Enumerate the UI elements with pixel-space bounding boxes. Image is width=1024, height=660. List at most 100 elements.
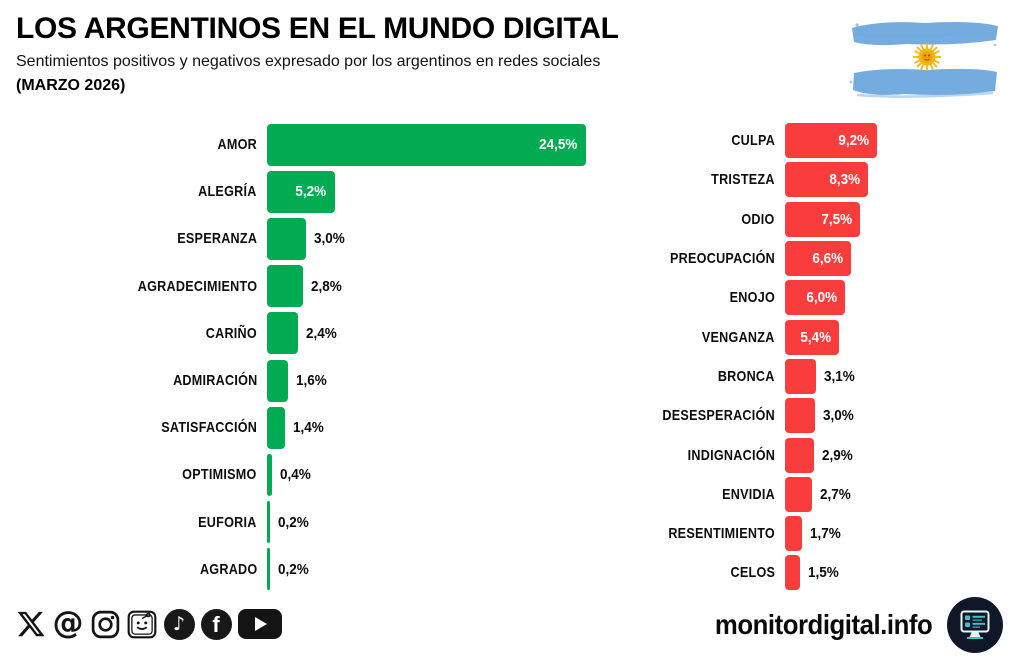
bar-row: BRONCA 3,1% xyxy=(620,357,1014,396)
bar-area: 2,7% xyxy=(785,475,1014,514)
header: LOS ARGENTINOS EN EL MUNDO DIGITAL Senti… xyxy=(16,12,826,95)
value-label: 5,4% xyxy=(800,328,831,346)
bar-area: 1,7% xyxy=(785,514,1014,553)
bar-area: 1,5% xyxy=(785,553,1014,592)
category-label: SATISFACCIÓN xyxy=(161,419,257,437)
bar-area: 24,5% xyxy=(267,121,614,168)
bar-row: SATISFACCIÓN 1,4% xyxy=(14,404,614,451)
bar-row: AGRADO 0,2% xyxy=(14,546,614,593)
category-label: INDIGNACIÓN xyxy=(687,446,775,464)
bar-row: ESPERANZA 3,0% xyxy=(14,215,614,262)
category-label: OPTIMISMO xyxy=(182,466,257,484)
value-label: 6,0% xyxy=(806,289,837,307)
category-label: ENOJO xyxy=(729,289,775,307)
value-label: 6,6% xyxy=(812,250,843,268)
bar xyxy=(267,501,270,544)
chart-positive-sentiments: AMOR 24,5% ALEGRÍA 5,2% ESPERANZA 3,0% AGRADEC… xyxy=(14,121,614,593)
value-label: 0,2% xyxy=(277,513,309,531)
category-label: BRONCA xyxy=(718,367,775,385)
bar-row: CULPA 9,2% xyxy=(620,121,1014,160)
reddit-icon xyxy=(125,606,159,642)
brand-name: monitordigital.info xyxy=(714,609,933,640)
bar: 7,5% xyxy=(785,201,860,237)
bar: 5,4% xyxy=(785,319,839,355)
value-label: 2,4% xyxy=(306,324,337,342)
bar-area: 3,0% xyxy=(785,396,1014,435)
bar-row: ENVIDIA 2,7% xyxy=(620,475,1014,514)
play-triangle-icon xyxy=(255,617,267,631)
bar xyxy=(267,406,286,449)
bar-area: 8,3% xyxy=(785,160,1014,199)
value-label: 3,0% xyxy=(823,407,854,425)
value-label: 1,5% xyxy=(808,564,839,582)
bar xyxy=(785,476,812,512)
category-label: ESPERANZA xyxy=(177,230,257,248)
bar: 6,6% xyxy=(785,241,851,277)
x-icon xyxy=(14,606,48,642)
bar xyxy=(267,217,306,260)
youtube-icon xyxy=(236,606,284,642)
bar-row: ODIO 7,5% xyxy=(620,200,1014,239)
category-label: CARIÑO xyxy=(205,324,257,342)
bar-area: 0,4% xyxy=(267,451,614,498)
bar-area: 6,6% xyxy=(785,239,1014,278)
bar-row: ENOJO 6,0% xyxy=(620,278,1014,317)
bar-row: INDIGNACIÓN 2,9% xyxy=(620,435,1014,474)
bar-row: ADMIRACIÓN 1,6% xyxy=(14,357,614,404)
value-label: 3,0% xyxy=(314,230,345,248)
category-label: ALEGRÍA xyxy=(198,183,257,201)
bar xyxy=(267,312,299,355)
period-label: (MARZO 2026) xyxy=(16,76,126,94)
bar-area: 2,8% xyxy=(267,263,614,310)
category-label: CELOS xyxy=(730,564,775,582)
value-label: 1,4% xyxy=(293,419,324,437)
value-label: 0,2% xyxy=(277,560,309,578)
bar-area: 0,2% xyxy=(267,499,614,546)
bar: 9,2% xyxy=(785,123,877,159)
value-label: 2,8% xyxy=(311,277,343,295)
value-label: 2,7% xyxy=(820,485,851,503)
bar xyxy=(785,437,814,473)
value-label: 3,1% xyxy=(824,367,855,385)
category-label: DESESPERACIÓN xyxy=(662,407,775,425)
value-label: 5,2% xyxy=(295,183,327,201)
bar-row: VENGANZA 5,4% xyxy=(620,317,1014,356)
category-label: TRISTEZA xyxy=(711,171,775,189)
bar-area: 3,0% xyxy=(267,215,614,262)
bar xyxy=(785,555,800,591)
bar: 5,2% xyxy=(267,170,335,213)
bar-area: 2,4% xyxy=(267,310,614,357)
bar-row: OPTIMISMO 0,4% xyxy=(14,451,614,498)
category-label: CULPA xyxy=(731,132,775,150)
instagram-icon xyxy=(88,606,122,642)
sun-of-may-icon xyxy=(913,43,941,71)
category-label: ENVIDIA xyxy=(722,485,775,503)
bar xyxy=(785,398,815,434)
bar xyxy=(785,358,816,394)
category-label: VENGANZA xyxy=(702,328,775,346)
chart-negative-sentiments: CULPA 9,2% TRISTEZA 8,3% ODIO 7,5% PREOCUPACIÓ… xyxy=(620,121,1014,593)
facebook-icon: f xyxy=(199,606,233,642)
bar: 24,5% xyxy=(267,123,586,166)
bar xyxy=(267,548,270,591)
bar: 8,3% xyxy=(785,162,868,198)
category-label: AGRADO xyxy=(199,560,257,578)
page-subtitle: Sentimientos positivos y negativos expre… xyxy=(16,52,601,70)
value-label: 1,7% xyxy=(810,525,841,543)
bar-row: CELOS 1,5% xyxy=(620,553,1014,592)
value-label: 24,5% xyxy=(539,136,578,154)
bar xyxy=(267,265,304,308)
value-label: 1,6% xyxy=(295,372,327,390)
bar-area: 9,2% xyxy=(785,121,1014,160)
bar-area: 3,1% xyxy=(785,357,1014,396)
bar-area: 6,0% xyxy=(785,278,1014,317)
value-label: 0,4% xyxy=(280,466,311,484)
bar-row: AGRADECIMIENTO 2,8% xyxy=(14,263,614,310)
bar-row: DESESPERACIÓN 3,0% xyxy=(620,396,1014,435)
page-title: LOS ARGENTINOS EN EL MUNDO DIGITAL xyxy=(16,12,619,45)
category-label: ADMIRACIÓN xyxy=(172,372,257,390)
bar: 6,0% xyxy=(785,280,845,316)
argentina-flag-icon xyxy=(849,22,998,98)
bar xyxy=(267,453,273,496)
bar-row: CARIÑO 2,4% xyxy=(14,310,614,357)
